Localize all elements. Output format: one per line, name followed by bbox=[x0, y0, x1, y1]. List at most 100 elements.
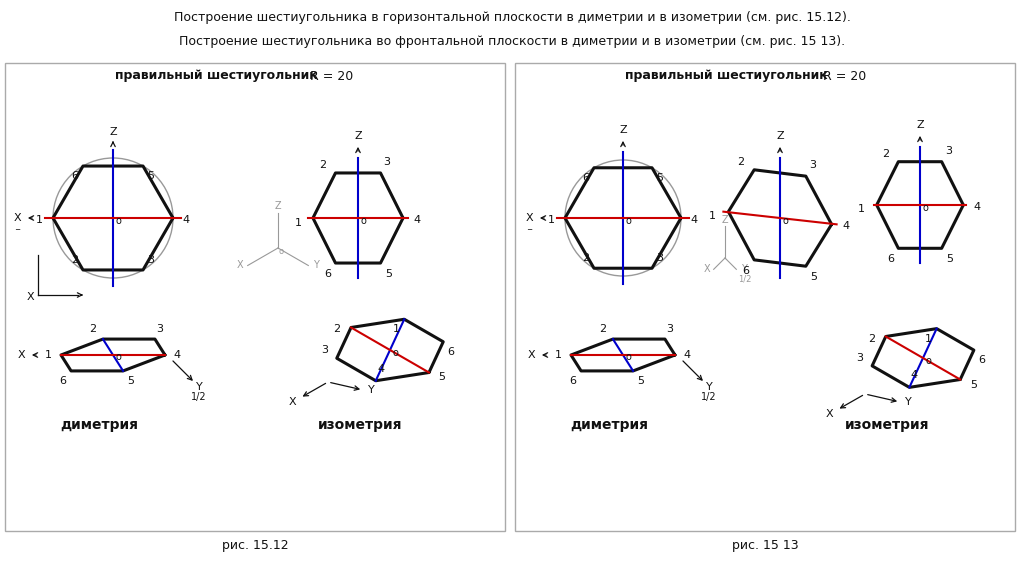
Text: X: X bbox=[13, 213, 20, 223]
Text: 1: 1 bbox=[36, 215, 43, 225]
Text: изометрия: изометрия bbox=[845, 418, 930, 432]
Text: 1/2: 1/2 bbox=[191, 392, 207, 402]
Text: o: o bbox=[922, 203, 928, 213]
Text: Z: Z bbox=[916, 120, 924, 130]
Text: 4: 4 bbox=[842, 222, 849, 231]
Text: правильный шестиугольник: правильный шестиугольник bbox=[115, 69, 317, 83]
Text: 6: 6 bbox=[569, 376, 577, 386]
Text: 2: 2 bbox=[882, 149, 889, 158]
Text: 6: 6 bbox=[742, 266, 750, 276]
Text: 2: 2 bbox=[736, 157, 743, 167]
Text: 2: 2 bbox=[72, 255, 79, 265]
Text: X: X bbox=[527, 350, 535, 360]
Text: o: o bbox=[625, 352, 631, 362]
Text: 6: 6 bbox=[447, 347, 455, 357]
Bar bbox=[515, 63, 1015, 531]
Text: 4: 4 bbox=[414, 215, 421, 225]
Text: R = 20: R = 20 bbox=[823, 69, 866, 83]
Text: Y: Y bbox=[368, 385, 375, 395]
Text: X: X bbox=[237, 261, 243, 270]
Text: 2: 2 bbox=[89, 324, 96, 334]
Text: 1: 1 bbox=[709, 211, 716, 220]
Text: X: X bbox=[27, 292, 34, 302]
Text: 1: 1 bbox=[555, 350, 561, 360]
Text: 5: 5 bbox=[946, 254, 953, 264]
Text: X: X bbox=[525, 213, 532, 223]
Text: 1/2: 1/2 bbox=[737, 275, 751, 284]
Text: Y: Y bbox=[904, 397, 911, 407]
Bar bbox=[5, 63, 505, 531]
Text: Z: Z bbox=[722, 215, 728, 225]
Text: Z: Z bbox=[110, 127, 117, 137]
Text: 1: 1 bbox=[858, 204, 865, 214]
Text: Z: Z bbox=[776, 131, 783, 141]
Text: 3: 3 bbox=[147, 255, 155, 265]
Text: R = 20: R = 20 bbox=[310, 69, 353, 83]
Text: 1: 1 bbox=[393, 324, 399, 334]
Text: Построение шестиугольника во фронтальной плоскости в диметрии и в изометрии (см.: Построение шестиугольника во фронтальной… bbox=[179, 36, 845, 48]
Text: Y: Y bbox=[313, 261, 319, 270]
Text: o: o bbox=[360, 216, 366, 226]
Text: 3: 3 bbox=[945, 146, 952, 156]
Text: 4: 4 bbox=[377, 364, 384, 374]
Text: o: o bbox=[925, 356, 931, 366]
Text: o: o bbox=[279, 246, 284, 255]
Text: Z: Z bbox=[620, 125, 627, 135]
Text: 1/2: 1/2 bbox=[701, 392, 717, 402]
Text: 4: 4 bbox=[182, 215, 189, 225]
Text: 1: 1 bbox=[548, 215, 555, 225]
Text: o: o bbox=[782, 216, 787, 226]
Text: 3: 3 bbox=[383, 157, 390, 167]
Text: X: X bbox=[825, 409, 833, 419]
Text: 1: 1 bbox=[925, 333, 932, 344]
Text: 2: 2 bbox=[318, 160, 326, 170]
Text: 6: 6 bbox=[583, 173, 590, 183]
Text: 2: 2 bbox=[868, 333, 876, 343]
Text: X: X bbox=[288, 397, 296, 407]
Text: диметрия: диметрия bbox=[570, 418, 648, 432]
Text: X: X bbox=[17, 350, 25, 360]
Text: 2: 2 bbox=[334, 324, 341, 335]
Text: 5: 5 bbox=[385, 269, 392, 279]
Text: рис. 15 13: рис. 15 13 bbox=[732, 540, 799, 553]
Text: o: o bbox=[115, 216, 121, 226]
Text: 4: 4 bbox=[690, 215, 697, 225]
Text: 6: 6 bbox=[887, 254, 894, 264]
Text: o: o bbox=[392, 348, 398, 358]
Text: диметрия: диметрия bbox=[60, 418, 138, 432]
Text: 5: 5 bbox=[438, 373, 445, 382]
Text: 3: 3 bbox=[857, 353, 863, 363]
Text: 3: 3 bbox=[809, 160, 816, 170]
Text: Y: Y bbox=[706, 382, 713, 392]
Text: 1: 1 bbox=[295, 218, 301, 228]
Text: рис. 15.12: рис. 15.12 bbox=[221, 540, 289, 553]
Text: 3: 3 bbox=[656, 253, 664, 263]
Text: 4: 4 bbox=[974, 202, 981, 212]
Text: X: X bbox=[703, 264, 710, 274]
Text: 6: 6 bbox=[978, 355, 985, 365]
Text: _: _ bbox=[527, 222, 531, 231]
Text: 1: 1 bbox=[44, 350, 51, 360]
Text: _: _ bbox=[15, 222, 19, 231]
Text: 6: 6 bbox=[59, 376, 67, 386]
Text: 6: 6 bbox=[324, 269, 331, 279]
Text: 5: 5 bbox=[970, 379, 977, 390]
Text: 3: 3 bbox=[667, 324, 674, 334]
Text: 5: 5 bbox=[128, 376, 134, 386]
Text: 5: 5 bbox=[810, 272, 817, 282]
Text: o: o bbox=[115, 352, 121, 362]
Text: 4: 4 bbox=[683, 350, 690, 360]
Text: 4: 4 bbox=[173, 350, 180, 360]
Text: 3: 3 bbox=[157, 324, 164, 334]
Text: 5: 5 bbox=[656, 173, 664, 183]
Text: 4: 4 bbox=[910, 370, 918, 381]
Text: Z: Z bbox=[354, 131, 361, 141]
Text: изометрия: изометрия bbox=[318, 418, 402, 432]
Text: o: o bbox=[625, 216, 631, 226]
Text: правильный шестиугольник: правильный шестиугольник bbox=[625, 69, 827, 83]
Text: Z: Z bbox=[274, 201, 282, 211]
Text: 5: 5 bbox=[147, 171, 155, 181]
Text: 2: 2 bbox=[583, 253, 590, 263]
Text: Y: Y bbox=[741, 264, 748, 274]
Text: Y: Y bbox=[196, 382, 203, 392]
